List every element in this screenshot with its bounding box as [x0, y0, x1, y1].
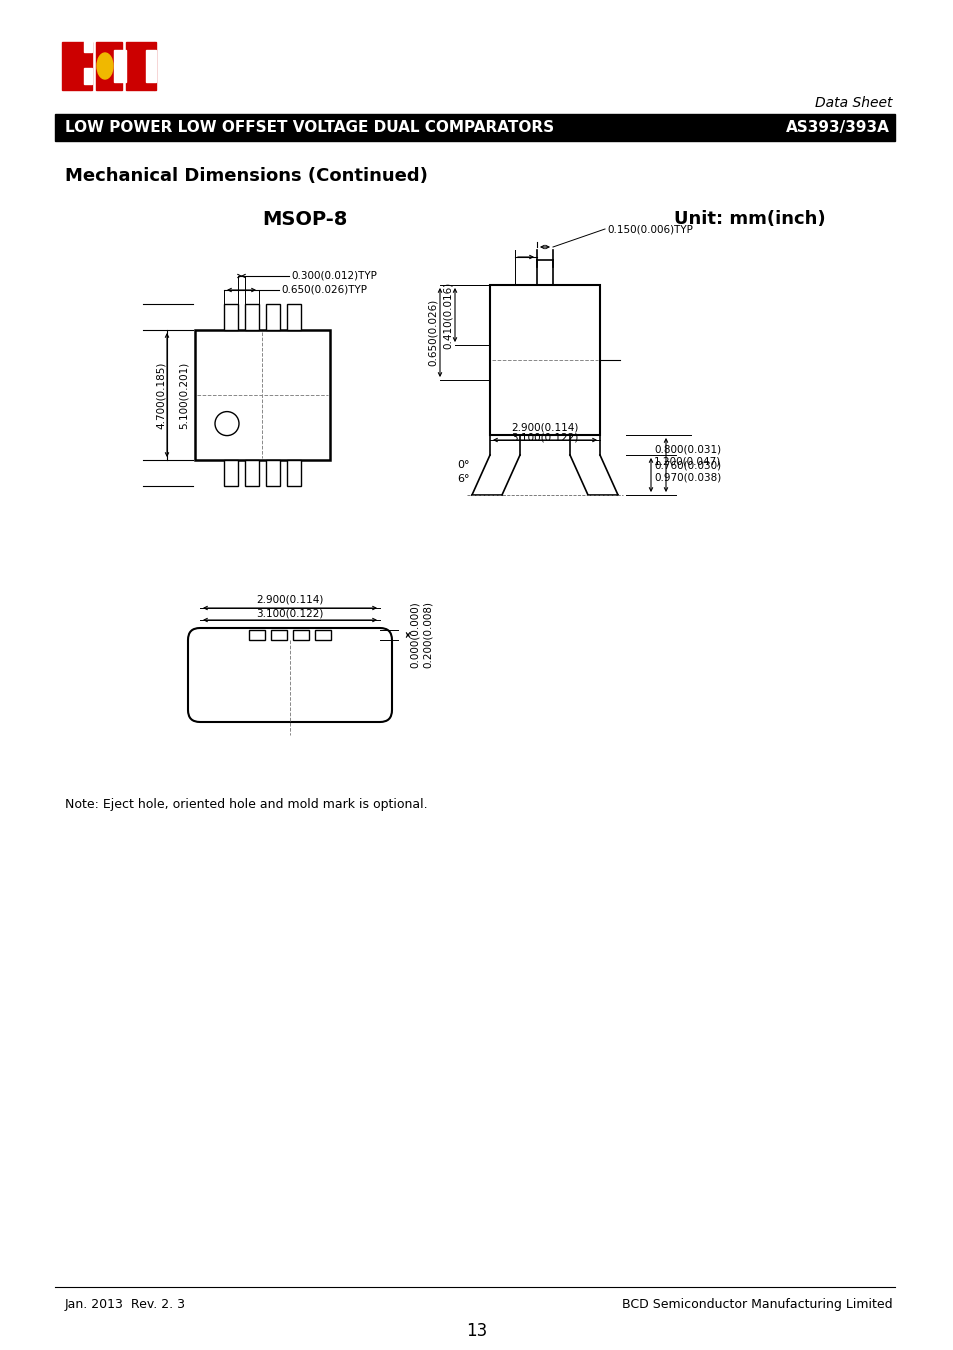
- Bar: [287, 460, 301, 486]
- Ellipse shape: [97, 53, 112, 80]
- Bar: [293, 630, 309, 640]
- Bar: [194, 329, 330, 460]
- Bar: [96, 42, 122, 90]
- Text: Note: Eject hole, oriented hole and mold mark is optional.: Note: Eject hole, oriented hole and mold…: [65, 798, 427, 811]
- Text: Data Sheet: Data Sheet: [815, 96, 892, 109]
- Bar: [224, 304, 237, 329]
- Bar: [266, 304, 280, 329]
- Text: 0.150(0.006)TYP: 0.150(0.006)TYP: [606, 224, 692, 234]
- Text: LOW POWER LOW OFFSET VOLTAGE DUAL COMPARATORS: LOW POWER LOW OFFSET VOLTAGE DUAL COMPAR…: [65, 120, 554, 135]
- Text: 0.760(0.030): 0.760(0.030): [654, 460, 720, 470]
- FancyBboxPatch shape: [188, 628, 392, 722]
- Bar: [224, 460, 237, 486]
- Text: 3.100(0.122): 3.100(0.122): [256, 608, 323, 618]
- Text: 0.200(0.008): 0.200(0.008): [422, 602, 433, 668]
- Bar: [314, 630, 331, 640]
- Bar: [55, 113, 894, 140]
- Bar: [271, 630, 287, 640]
- Bar: [249, 630, 265, 640]
- Text: 0.970(0.038): 0.970(0.038): [654, 472, 720, 482]
- Text: 0.410(0.016): 0.410(0.016): [442, 281, 453, 348]
- Text: 2.900(0.114): 2.900(0.114): [511, 423, 578, 432]
- Text: Mechanical Dimensions (Continued): Mechanical Dimensions (Continued): [65, 167, 428, 185]
- Text: 1.200(0.047): 1.200(0.047): [654, 458, 720, 467]
- Text: 13: 13: [466, 1322, 487, 1341]
- Text: 6°: 6°: [457, 474, 470, 485]
- Bar: [84, 68, 91, 84]
- Bar: [90, 42, 91, 90]
- Text: Unit: mm(inch): Unit: mm(inch): [674, 211, 825, 228]
- Text: 0.000(0.000): 0.000(0.000): [410, 602, 419, 668]
- Text: 0.650(0.026)TYP: 0.650(0.026)TYP: [281, 285, 367, 296]
- Bar: [490, 285, 599, 435]
- Bar: [153, 42, 156, 90]
- Bar: [245, 304, 258, 329]
- Text: 4.700(0.185): 4.700(0.185): [156, 362, 166, 429]
- Bar: [245, 460, 258, 486]
- Text: Jan. 2013  Rev. 2. 3: Jan. 2013 Rev. 2. 3: [65, 1297, 186, 1311]
- Bar: [287, 304, 301, 329]
- Bar: [84, 38, 91, 53]
- Bar: [113, 50, 126, 82]
- Bar: [62, 42, 90, 90]
- Text: 3.100(0.122): 3.100(0.122): [511, 432, 578, 441]
- Bar: [126, 42, 153, 90]
- Text: 5.100(0.201): 5.100(0.201): [179, 362, 189, 429]
- Text: BCD Semiconductor Manufacturing Limited: BCD Semiconductor Manufacturing Limited: [621, 1297, 892, 1311]
- Text: 0°: 0°: [457, 460, 470, 470]
- Text: 0.650(0.026): 0.650(0.026): [428, 298, 437, 366]
- Bar: [266, 460, 280, 486]
- Bar: [146, 50, 156, 82]
- Text: 0.300(0.012)TYP: 0.300(0.012)TYP: [291, 271, 376, 281]
- Text: AS393/393A: AS393/393A: [785, 120, 889, 135]
- Text: MSOP-8: MSOP-8: [262, 211, 347, 230]
- Text: 0.800(0.031): 0.800(0.031): [654, 446, 720, 455]
- Text: 2.900(0.114): 2.900(0.114): [256, 595, 323, 605]
